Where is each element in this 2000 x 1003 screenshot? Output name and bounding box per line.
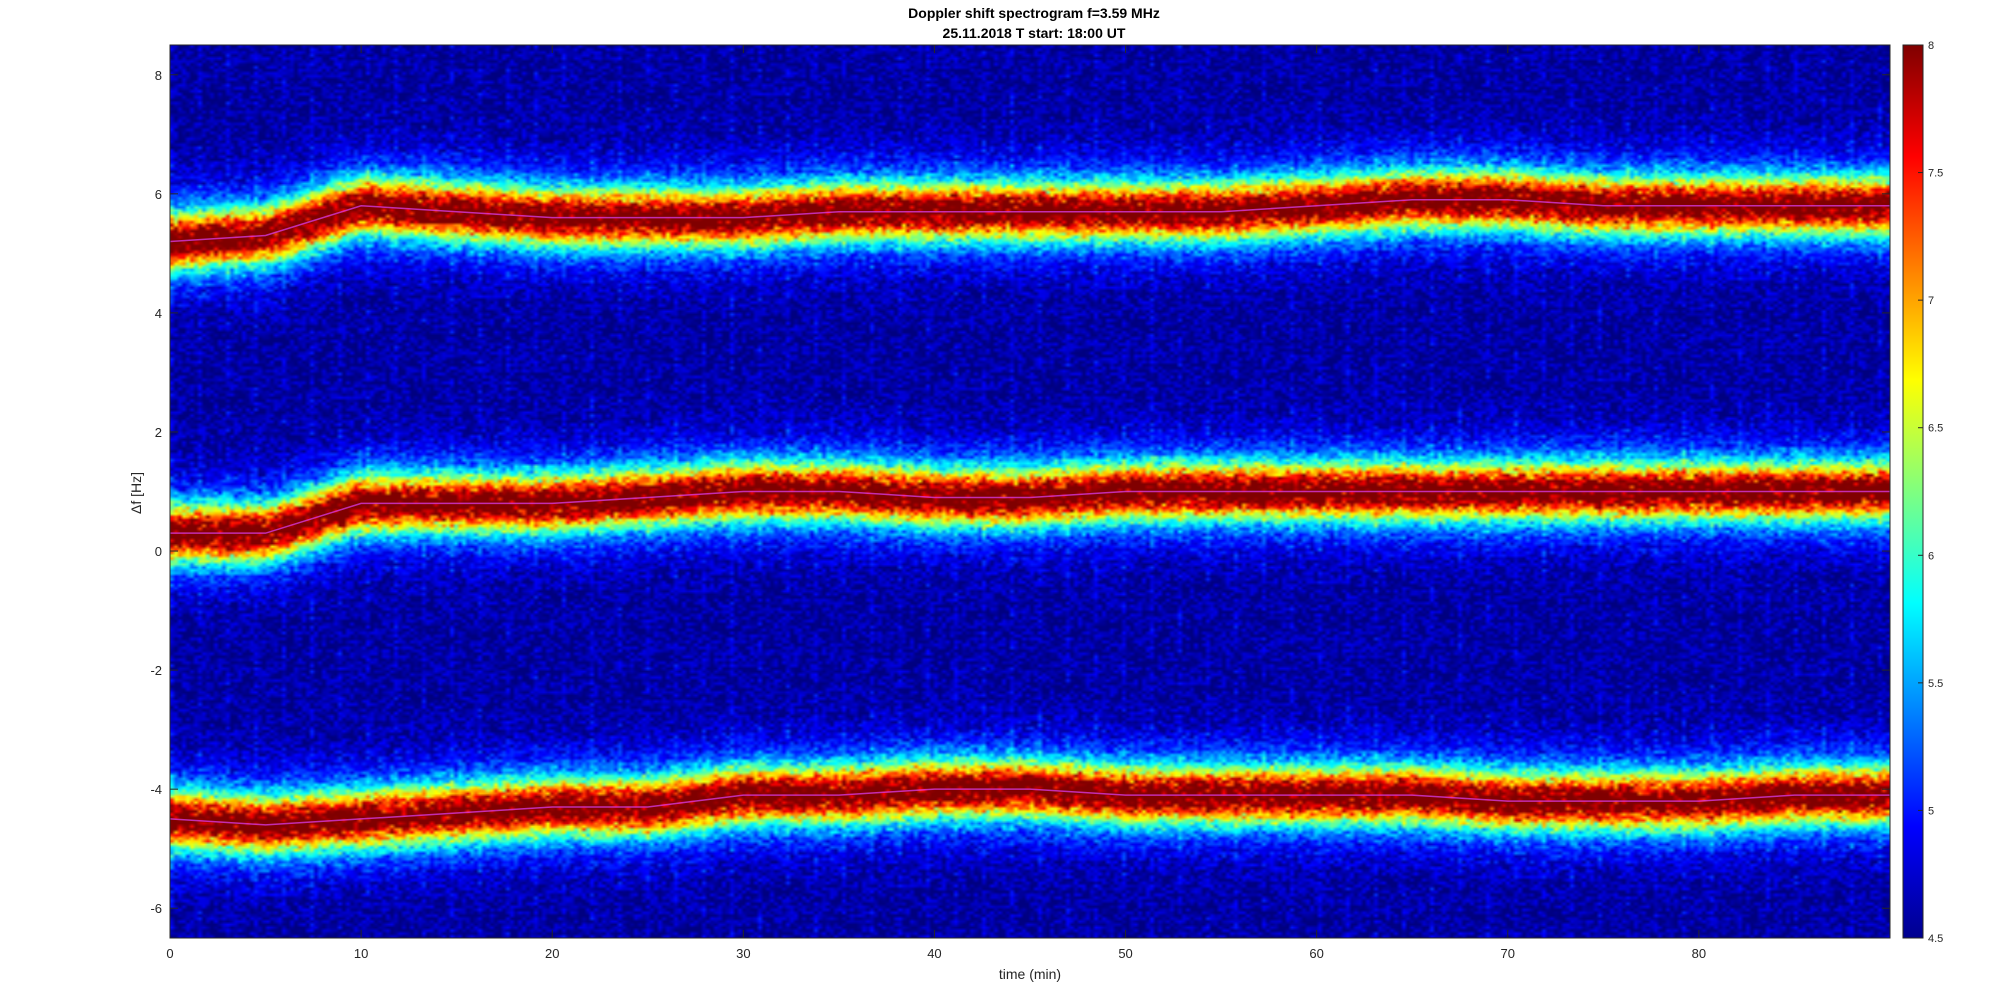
colorbar-tick-label: 6: [1928, 550, 1934, 562]
x-axis-label: time (min): [999, 966, 1061, 982]
colorbar: 4.5 5 5.5 6 6.5 7 7.5 8: [1902, 40, 1943, 945]
x-tick-label: 40: [927, 946, 941, 961]
x-tick-label: 70: [1501, 946, 1515, 961]
plot-area: [169, 44, 1891, 939]
colorbar-tick-label: 7: [1928, 295, 1934, 307]
chart-title: Doppler shift spectrogram f=3.59 MHz: [908, 5, 1160, 21]
y-axis-label: Δf [Hz]: [128, 472, 144, 514]
x-tick-label: 60: [1309, 946, 1323, 961]
band-traces: [169, 199, 1890, 826]
band-trace: [169, 788, 1890, 826]
x-tick-label: 10: [354, 946, 368, 961]
colorbar-tick-label: 6.5: [1928, 423, 1943, 435]
colorbar-tick-label: 5: [1928, 805, 1934, 817]
x-tick-label: 50: [1118, 946, 1132, 961]
y-tick-label: -6: [150, 901, 162, 916]
colorbar-ticks: 4.5 5 5.5 6 6.5 7 7.5 8: [1918, 40, 1943, 945]
band-trace: [169, 199, 1890, 243]
x-tick-label: 20: [545, 946, 559, 961]
colorbar-tick-label: 8: [1928, 40, 1934, 52]
y-tick-label: -2: [150, 663, 162, 678]
colorbar-tick-label: 4.5: [1928, 933, 1943, 945]
y-tick-label: 8: [155, 68, 162, 83]
y-axis: -6 -4 -2 0 2 4 6 8: [150, 68, 1890, 916]
colorbar-tick-label: 5.5: [1928, 678, 1943, 690]
x-tick-label: 80: [1692, 946, 1706, 961]
y-tick-label: -4: [150, 782, 162, 797]
x-tick-label: 30: [736, 946, 750, 961]
x-tick-label: 0: [166, 946, 173, 961]
colorbar-tick-label: 7.5: [1928, 168, 1943, 180]
chart-subtitle: 25.11.2018 T start: 18:00 UT: [943, 25, 1126, 41]
x-axis: 0 10 20 30 40 50 60 70 80: [166, 45, 1706, 961]
y-tick-label: 6: [155, 187, 162, 202]
y-tick-label: 2: [155, 425, 162, 440]
plot-frame: [169, 44, 1891, 939]
colorbar-frame: [1902, 44, 1924, 939]
band-trace: [170, 490, 1890, 534]
y-tick-label: 4: [155, 306, 162, 321]
y-tick-label: 0: [155, 544, 162, 559]
